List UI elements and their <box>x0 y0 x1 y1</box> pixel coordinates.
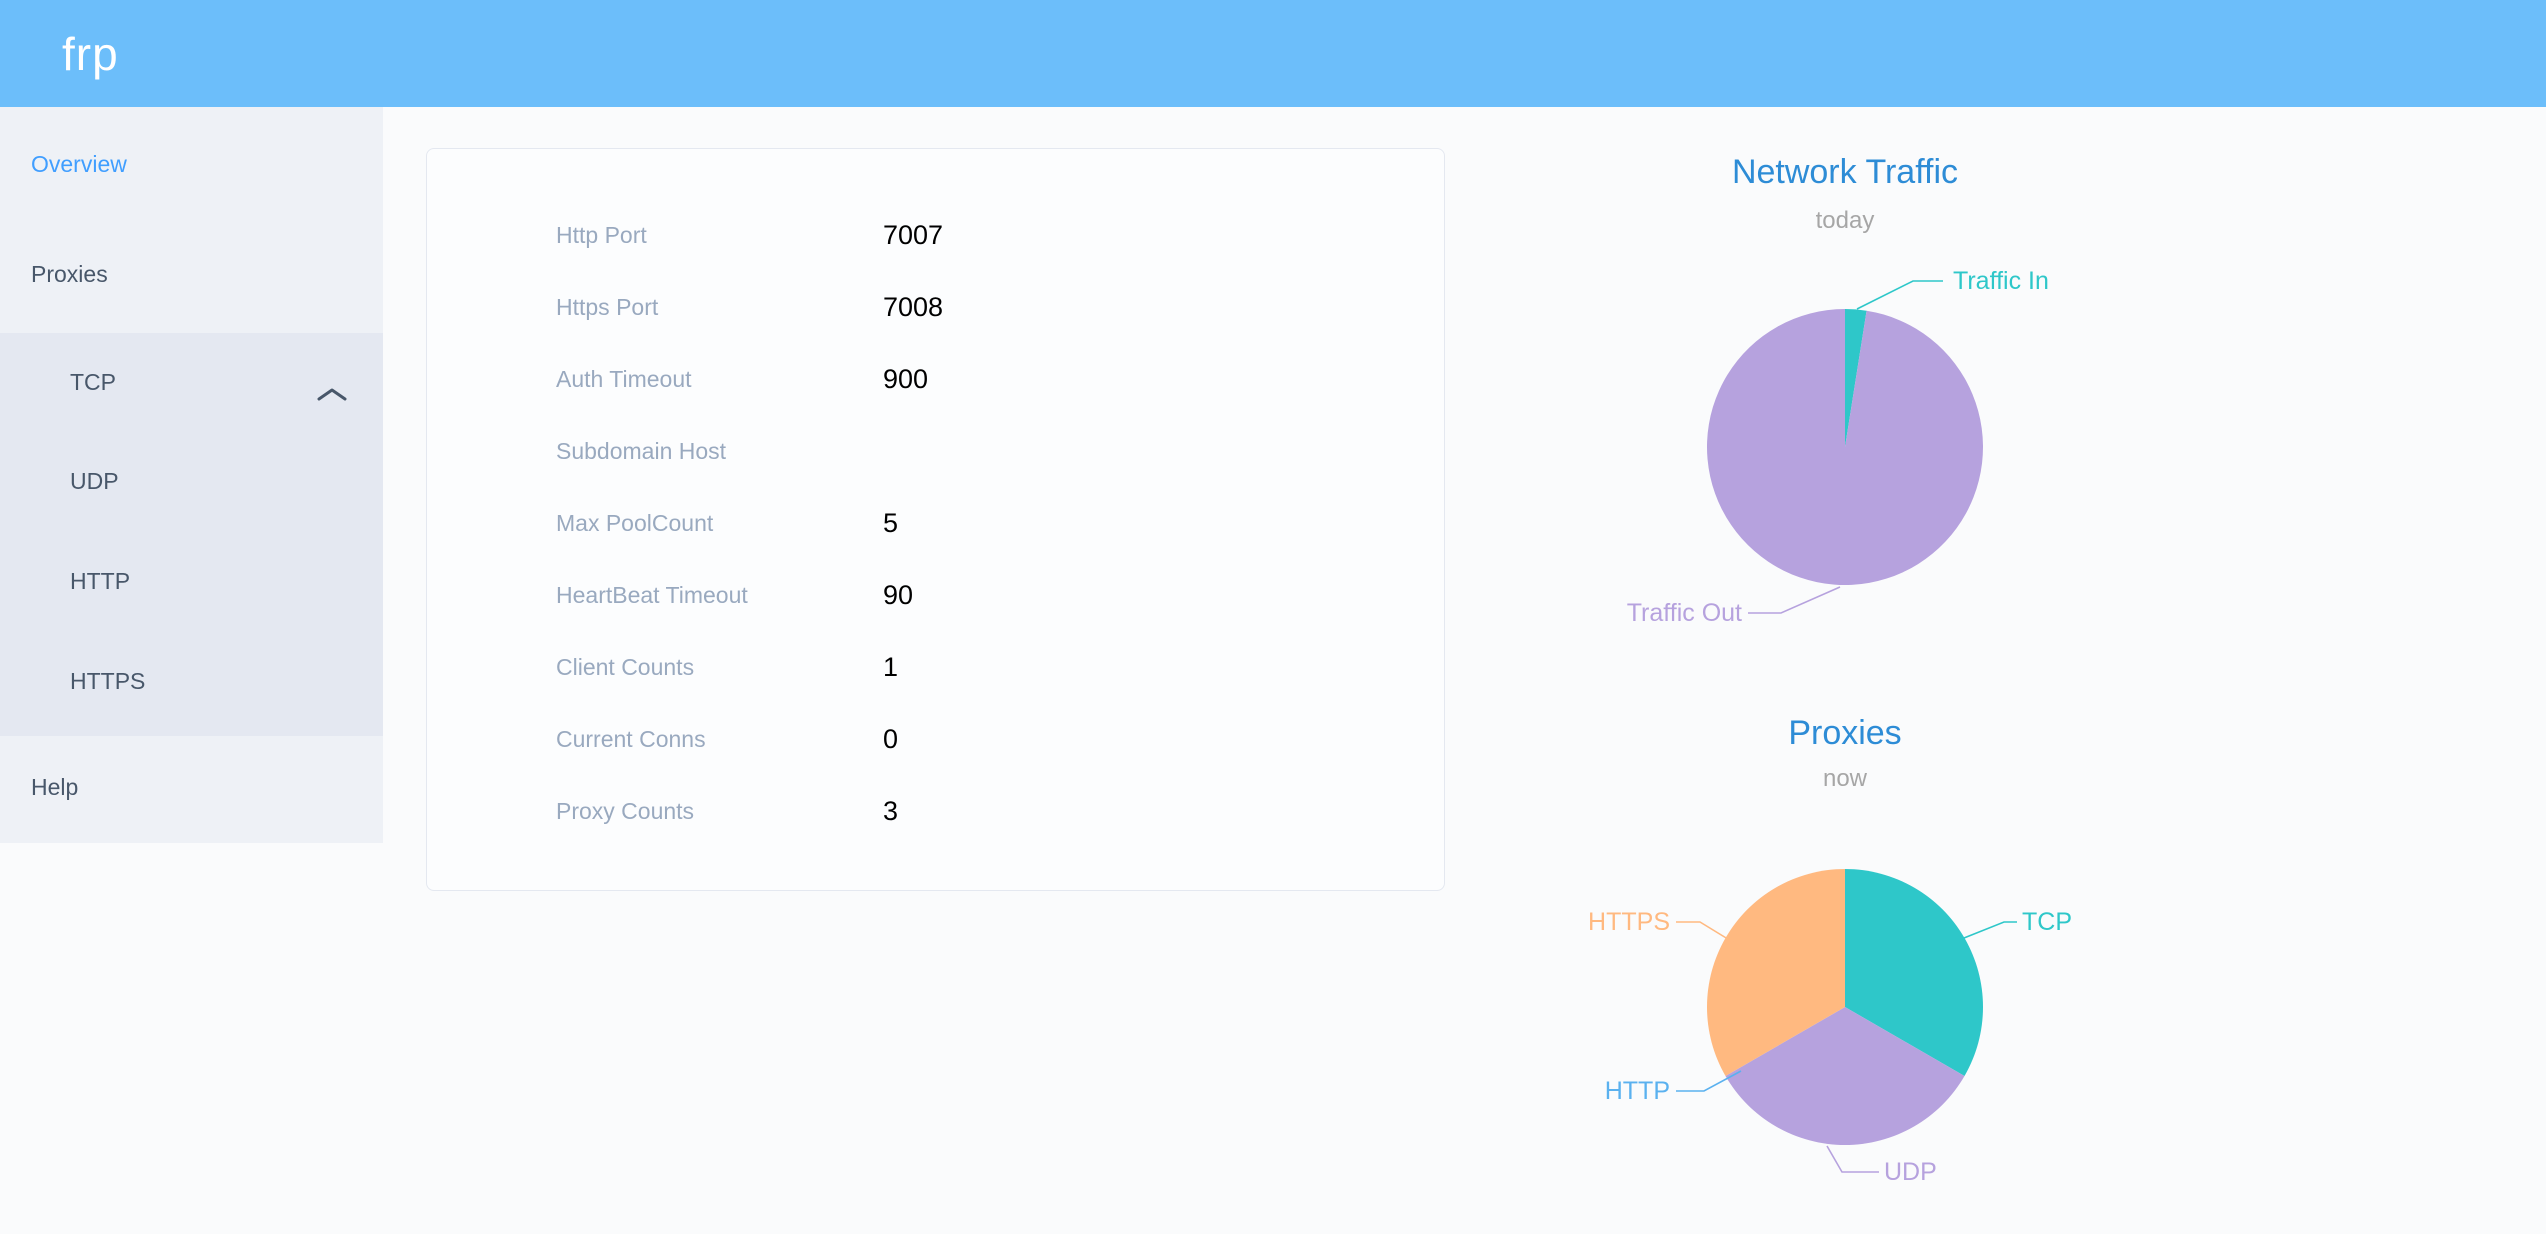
config-label: Https Port <box>556 293 659 320</box>
pie-slice-tcp <box>1845 869 1983 1076</box>
config-row-current-conns: Current Conns 0 <box>427 703 1446 775</box>
config-label: Subdomain Host <box>556 437 727 464</box>
https-slice-label: HTTPS <box>1588 908 1670 936</box>
server-info-card: Http Port 7007 Https Port 7008 Auth Time… <box>426 148 1445 891</box>
config-row-auth-timeout: Auth Timeout 900 <box>427 343 1446 415</box>
network-traffic-chart-subtitle: today <box>1815 207 1875 234</box>
sidebar-item-overview[interactable]: Overview <box>0 117 383 212</box>
sidebar-item-proxies[interactable]: Proxies <box>0 227 383 401</box>
config-value: 3 <box>883 795 899 826</box>
pie-slice-traffic-out <box>1706 309 1983 585</box>
http-slice-label: HTTP <box>1604 1077 1670 1105</box>
proxies-chart-subtitle: now <box>1822 765 1868 792</box>
config-value: 0 <box>883 723 899 754</box>
traffic-in-label-line <box>1856 280 1943 310</box>
tcp-slice-label: TCP <box>2022 908 2072 936</box>
traffic-in-slice-label: Traffic In <box>1953 267 2049 295</box>
config-row-heartbeat-timeout: HeartBeat Timeout 90 <box>427 559 1446 631</box>
pie-slice-https <box>1707 869 1845 1076</box>
config-label: Auth Timeout <box>556 365 692 392</box>
pie-slice-traffic-in <box>1845 309 1867 447</box>
sidebar-item-overview-label: Overview <box>31 151 127 177</box>
udp-slice-label: UDP <box>1884 1158 1937 1186</box>
config-label: HeartBeat Timeout <box>556 581 748 608</box>
config-label: Proxy Counts <box>556 797 695 824</box>
config-value: 5 <box>883 507 899 538</box>
config-row-http-port: Http Port 7007 <box>427 199 1446 271</box>
network-traffic-chart-title: Network Traffic <box>1731 153 1959 191</box>
proxies-pie-chart <box>1707 869 1983 1145</box>
config-label: Max PoolCount <box>556 509 714 536</box>
sidebar-item-tcp[interactable]: TCP <box>0 335 383 430</box>
config-value: 7008 <box>883 291 944 322</box>
app-logo: frp <box>62 27 119 80</box>
sidebar-item-udp[interactable]: UDP <box>0 434 383 529</box>
sidebar-item-https-label: HTTPS <box>70 668 146 694</box>
sidebar-item-https[interactable]: HTTPS <box>0 634 383 729</box>
sidebar-item-udp-label: UDP <box>70 468 119 494</box>
traffic-out-slice-label: Traffic Out <box>1626 599 1742 627</box>
app-header: frp <box>0 0 2546 107</box>
config-value: 900 <box>883 363 929 394</box>
config-value: 7007 <box>883 219 944 250</box>
config-value: 90 <box>883 579 914 610</box>
sidebar-item-http[interactable]: HTTP <box>0 534 383 629</box>
config-row-https-port: Https Port 7008 <box>427 271 1446 343</box>
sidebar-item-tcp-label: TCP <box>70 369 116 395</box>
config-label: Client Counts <box>556 653 695 680</box>
network-traffic-pie-chart <box>1706 309 1983 585</box>
sidebar-nav: Overview Proxies TCP UDP HTTP HTTPS Help <box>0 107 383 843</box>
sidebar-item-help[interactable]: Help <box>0 740 383 835</box>
sidebar-item-help-label: Help <box>31 774 79 800</box>
traffic-out-label-line <box>1748 586 1841 614</box>
config-value: 1 <box>883 651 899 682</box>
sidebar-item-proxies-label: Proxies <box>31 261 108 287</box>
config-row-max-poolcount: Max PoolCount 5 <box>427 487 1446 559</box>
config-row-client-counts: Client Counts 1 <box>427 631 1446 703</box>
pie-slice-udp <box>1725 1007 1965 1145</box>
config-label: Current Conns <box>556 725 706 752</box>
chevron-up-icon <box>317 388 347 401</box>
sidebar-item-http-label: HTTP <box>70 568 131 594</box>
proxies-chart-title: Proxies <box>1788 714 1902 752</box>
config-row-proxy-counts: Proxy Counts 3 <box>427 775 1446 847</box>
udp-label-line <box>1826 1145 1879 1173</box>
config-row-subdomain-host: Subdomain Host <box>427 415 1446 487</box>
config-label: Http Port <box>556 221 647 248</box>
